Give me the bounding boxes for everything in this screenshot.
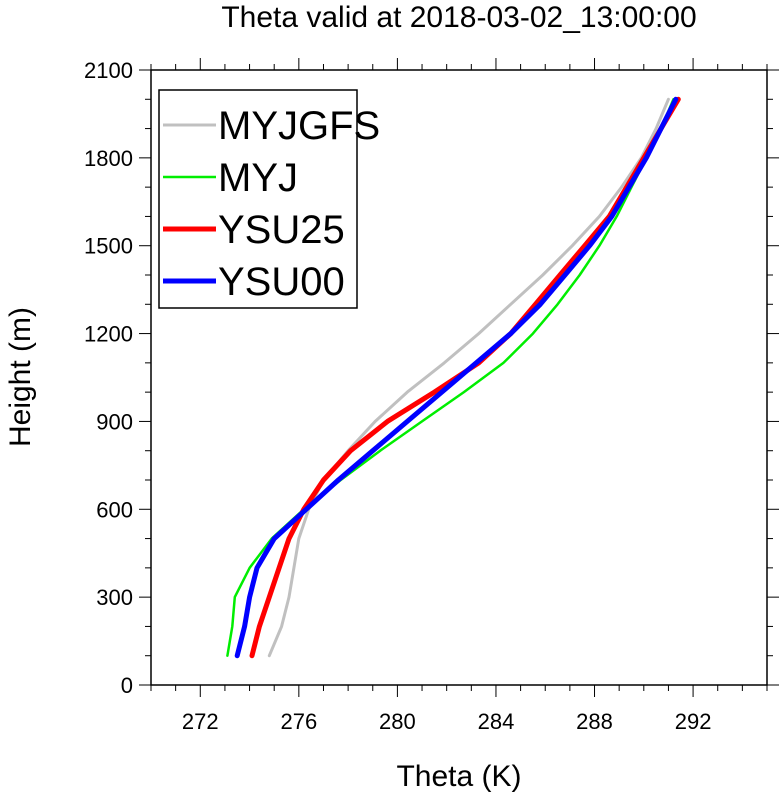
y-tick-label: 1800 <box>84 146 133 171</box>
x-tick-label: 280 <box>379 709 416 734</box>
series-line-myj <box>226 98 675 657</box>
x-tick-label: 292 <box>675 709 712 734</box>
x-tick-label: 288 <box>576 709 613 734</box>
y-axis-title: Height (m) <box>4 307 37 447</box>
series-line-ysu00 <box>234 96 679 659</box>
y-tick-label: 2100 <box>84 58 133 83</box>
series-line-myjgfs <box>267 97 670 658</box>
chart-title: Theta valid at 2018-03-02_13:00:00 <box>221 1 696 34</box>
legend-label: YSU25 <box>218 208 345 252</box>
y-tick-label: 300 <box>96 585 133 610</box>
y-tick-label: 1200 <box>84 322 133 347</box>
x-tick-label: 276 <box>280 709 317 734</box>
legend: MYJGFS MYJ YSU25 YSU00 <box>158 89 380 309</box>
plot-frame: 272 276 280 284 288 292 0 300 600 900 1200 1500 1800… <box>84 58 779 734</box>
x-tick-label: 272 <box>182 709 219 734</box>
plot-border <box>150 69 768 686</box>
legend-label: YSU00 <box>218 260 345 304</box>
y-tick-label: 1500 <box>84 234 133 259</box>
series-layer <box>226 96 681 659</box>
x-axis-title: Theta (K) <box>396 760 521 793</box>
legend-label: MYJ <box>218 156 298 200</box>
y-tick-label: 600 <box>96 497 133 522</box>
x-tick-label: 284 <box>478 709 515 734</box>
legend-label: MYJGFS <box>218 104 380 148</box>
y-tick-label: 900 <box>96 409 133 434</box>
y-tick-label: 0 <box>121 673 133 698</box>
